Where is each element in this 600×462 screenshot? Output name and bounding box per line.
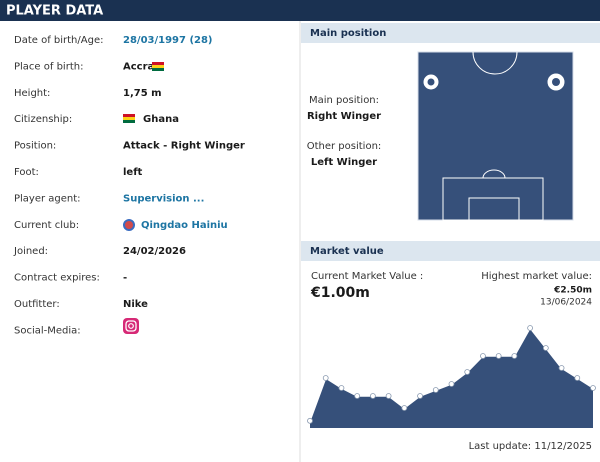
last-update: Last update: 11/12/2025 xyxy=(469,441,592,452)
point xyxy=(590,385,596,391)
header-bar xyxy=(0,0,600,21)
point xyxy=(448,381,455,387)
row-label: Height: xyxy=(14,88,50,99)
highest-value: €2.50m xyxy=(553,286,592,296)
label: Current Market Value : xyxy=(311,271,423,282)
point xyxy=(307,417,313,424)
row-value: Accra xyxy=(123,61,154,72)
point xyxy=(322,375,329,381)
row-label: Contract expires: xyxy=(14,273,100,284)
label: Other position: xyxy=(307,141,382,152)
flag xyxy=(152,62,164,65)
row-value: - xyxy=(123,273,127,284)
market-chart xyxy=(307,325,596,428)
row-label: Current club: xyxy=(14,220,79,231)
label: Main position: xyxy=(309,95,379,106)
row-value[interactable]: 28/03/1997 (28) xyxy=(123,35,213,46)
row-value: left xyxy=(123,167,143,178)
point xyxy=(511,353,518,359)
point xyxy=(401,405,408,411)
row-value: 24/02/2026 xyxy=(123,246,186,257)
instagram-glyph xyxy=(128,323,134,329)
point xyxy=(527,325,534,331)
row-label: Date of birth/Age: xyxy=(14,35,103,46)
row-label: Foot: xyxy=(14,167,39,178)
current-value: €1.00m xyxy=(310,285,370,301)
point xyxy=(542,345,549,351)
row-value[interactable]: Qingdao Hainiu xyxy=(141,220,228,231)
point xyxy=(417,393,423,399)
row-value: 1,75 m xyxy=(123,88,162,99)
header-title: PLAYER DATA xyxy=(6,4,103,19)
value: Left Winger xyxy=(311,157,377,168)
row-value: Nike xyxy=(123,299,148,310)
point xyxy=(354,393,361,399)
row-label: Outfitter: xyxy=(14,299,60,310)
row-label: Joined: xyxy=(13,246,48,257)
flag xyxy=(152,68,164,71)
point xyxy=(369,393,376,399)
pitch xyxy=(417,51,574,221)
row-label: Position: xyxy=(14,141,56,152)
club-logo xyxy=(123,219,135,231)
row-value: Ghana xyxy=(143,114,179,125)
area xyxy=(310,328,593,428)
flag xyxy=(123,114,135,117)
instagram-glyph xyxy=(125,320,137,332)
point xyxy=(574,375,581,381)
point xyxy=(480,353,486,359)
label: Highest market value: xyxy=(481,271,592,282)
panel-title: Market value xyxy=(310,246,384,257)
row-value[interactable]: Supervision ... xyxy=(123,193,204,204)
row-value: Attack - Right Winger xyxy=(123,141,245,152)
point xyxy=(464,369,471,375)
highest-date: 13/06/2024 xyxy=(540,298,592,308)
point xyxy=(495,353,502,359)
rows: Date of birth/Age: 28/03/1997 (28) Place o… xyxy=(13,35,245,336)
point xyxy=(432,387,439,393)
point xyxy=(558,365,565,371)
point xyxy=(385,393,392,399)
row-label: Place of birth: xyxy=(14,61,83,72)
panel-header xyxy=(301,241,600,261)
panel-title: Main position xyxy=(310,28,386,39)
flag xyxy=(152,65,164,68)
value: Right Winger xyxy=(307,111,381,122)
row-label: Player agent: xyxy=(14,193,81,204)
flag xyxy=(123,120,135,123)
row-label: Citizenship: xyxy=(14,114,72,125)
flag xyxy=(123,117,135,120)
row-label: Social-Media: xyxy=(14,325,81,336)
point xyxy=(338,385,345,391)
panel-header xyxy=(301,23,600,43)
